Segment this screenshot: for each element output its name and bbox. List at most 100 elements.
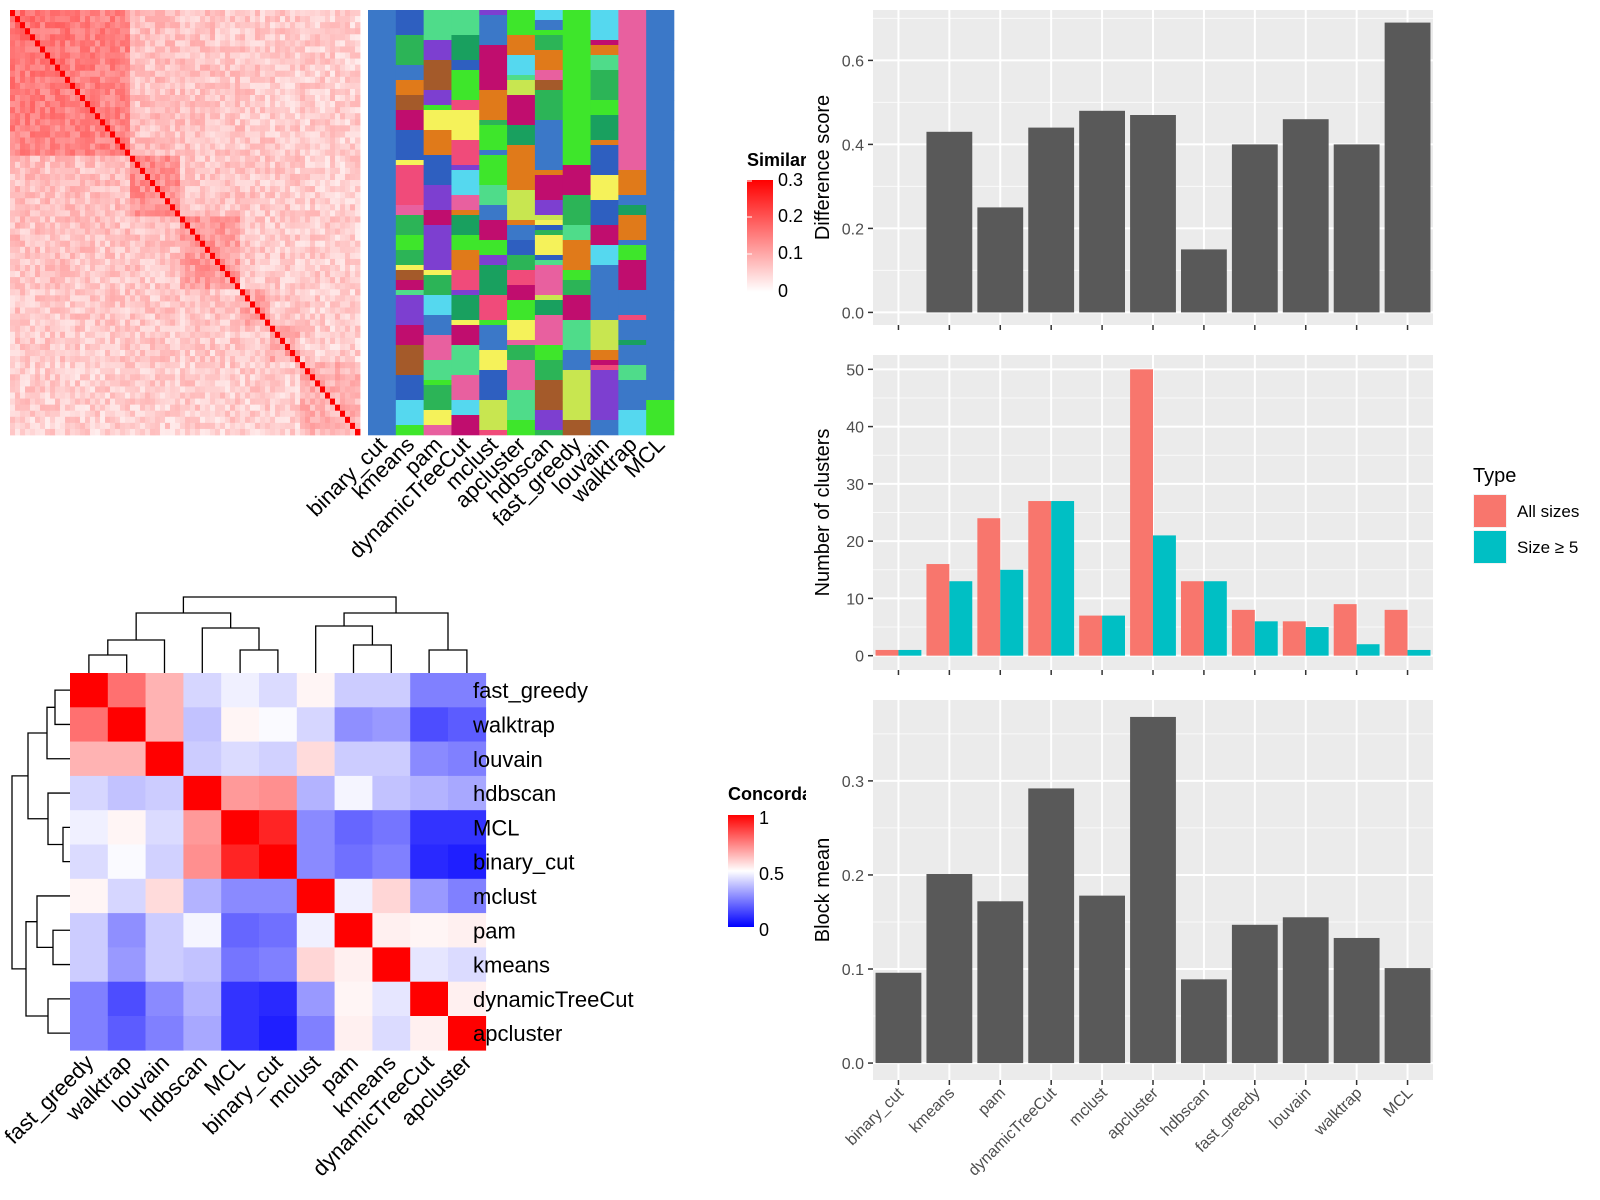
similarity-cell [325, 192, 331, 199]
similarity-cell [290, 386, 296, 393]
similarity-cell [165, 362, 171, 369]
similarity-cell [40, 52, 46, 59]
similarity-cell [235, 228, 241, 236]
similarity-cell [310, 40, 316, 47]
similarity-cell [105, 416, 111, 424]
similarity-cell [225, 70, 231, 78]
similarity-cell [225, 386, 231, 393]
similarity-cell [120, 52, 126, 59]
similarity-cell [185, 337, 191, 345]
similarity-cell [125, 198, 131, 205]
membership-cell [423, 255, 452, 271]
similarity-cell [110, 325, 116, 333]
similarity-cell [85, 149, 91, 157]
similarity-cell [185, 107, 191, 114]
similarity-cell [130, 186, 136, 193]
similarity-cell [20, 95, 26, 102]
similarity-cell [280, 137, 286, 144]
similarity-cell [260, 398, 266, 406]
similarity-cell [100, 204, 106, 211]
membership-cell [451, 345, 480, 366]
similarity-cell [115, 422, 121, 430]
similarity-cell [85, 356, 91, 363]
similarity-cell [175, 52, 181, 59]
similarity-cell [315, 337, 321, 345]
similarity-cell [260, 143, 266, 151]
similarity-cell [95, 289, 101, 296]
similarity-cell [85, 289, 91, 296]
similarity-cell [205, 58, 211, 66]
similarity-cell [10, 271, 16, 278]
similarity-cell [180, 198, 186, 205]
similarity-cell [155, 40, 161, 47]
similarity-cell [305, 416, 311, 424]
similarity-cell [240, 16, 246, 23]
similarity-cell [255, 277, 261, 284]
similarity-cell [275, 295, 281, 302]
similarity-cell [75, 88, 81, 96]
similarity-cell [165, 325, 171, 333]
similarity-cell [175, 173, 181, 181]
similarity-cell [15, 416, 21, 424]
similarity-cell [225, 76, 231, 84]
similarity-cell [225, 125, 231, 132]
similarity-cell [310, 28, 316, 35]
similarity-cell [330, 422, 336, 430]
similarity-cell [320, 283, 326, 290]
similarity-cell [105, 143, 111, 151]
similarity-cell [80, 277, 86, 284]
similarity-cell [150, 180, 156, 187]
similarity-cell [285, 10, 291, 17]
similarity-cell [245, 422, 251, 430]
similarity-cell [85, 101, 91, 108]
similarity-cell [150, 234, 156, 242]
similarity-cell [225, 101, 231, 108]
membership-cell [479, 90, 508, 121]
similarity-cell [310, 222, 316, 229]
similarity-cell [30, 234, 36, 242]
similarity-cell [25, 88, 31, 96]
similarity-cell [295, 265, 301, 272]
similarity-cell [30, 198, 36, 205]
similarity-cell [275, 88, 281, 96]
similarity-cell [330, 76, 336, 84]
similarity-cell [305, 180, 311, 187]
similarity-cell [30, 404, 36, 412]
similarity-cell [85, 374, 91, 381]
similarity-cell [40, 404, 46, 412]
similarity-cell [105, 64, 111, 72]
similarity-cell [80, 271, 86, 278]
similarity-cell [215, 386, 221, 393]
similarity-cell [130, 277, 136, 284]
similarity-cell [25, 95, 31, 102]
similarity-cell [355, 210, 361, 217]
similarity-cell [180, 416, 186, 424]
similarity-cell [40, 410, 46, 418]
similarity-cell [235, 143, 241, 151]
similarity-cell [210, 362, 216, 369]
similarity-cell [310, 240, 316, 248]
similarity-cell [10, 301, 16, 308]
similarity-cell [225, 28, 231, 35]
similarity-cell [145, 10, 151, 17]
similarity-cell [345, 119, 351, 126]
similarity-cell [320, 198, 326, 205]
similarity-cell [145, 113, 151, 120]
similarity-cell [35, 22, 41, 29]
similarity-cell [130, 143, 136, 151]
similarity-cell [210, 204, 216, 211]
similarity-cell [130, 313, 136, 321]
similarity-cell [245, 392, 251, 399]
similarity-cell [125, 216, 131, 223]
similarity-cell [335, 271, 341, 278]
similarity-cell [140, 64, 146, 72]
similarity-cell [265, 82, 271, 90]
similarity-cell [40, 252, 46, 260]
similarity-cell [225, 155, 231, 163]
similarity-cell [200, 271, 206, 278]
similarity-cell [250, 40, 256, 47]
membership-cell [423, 425, 452, 436]
similarity-cell [265, 180, 271, 187]
similarity-cell [200, 52, 206, 59]
